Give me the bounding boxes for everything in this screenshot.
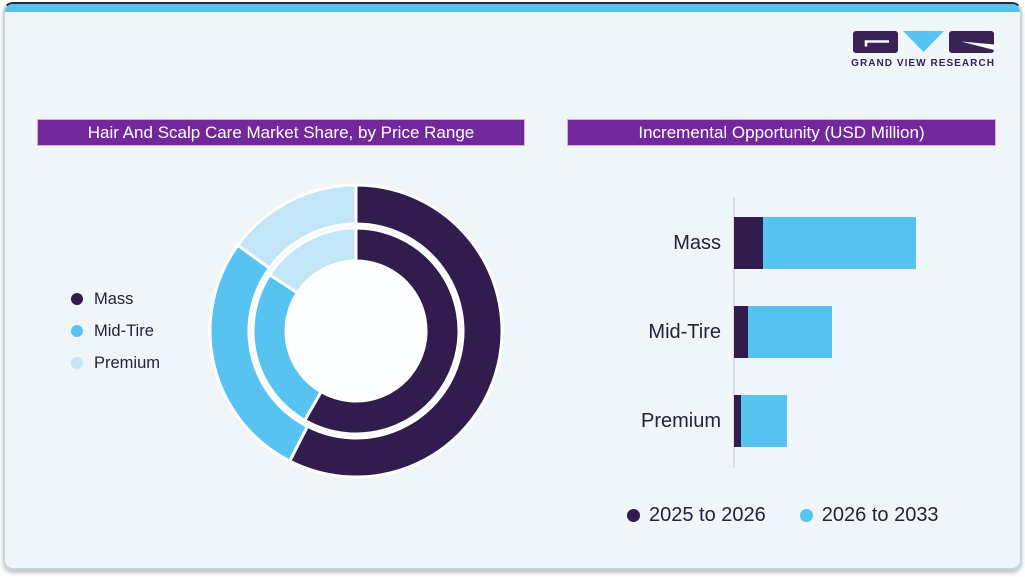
report-card: GRAND VIEW RESEARCH Hair And Scalp Care … (3, 2, 1022, 570)
legend-swatch-icon (627, 508, 640, 522)
logo-wordmark: GRAND VIEW RESEARCH (851, 58, 995, 69)
legend-label: Mid-Tire (94, 322, 154, 340)
legend-label: 2026 to 2033 (821, 504, 939, 526)
logo-v-triangle (902, 31, 944, 52)
legend-item: 2026 to 2033 (799, 503, 939, 527)
donut-inner-ring-segment-mass (302, 226, 461, 436)
donut-inner-ring-segment-premium (267, 226, 358, 295)
legend-swatch-icon (71, 325, 83, 337)
market-share-donut-chart (208, 183, 504, 479)
legend-label: Premium (94, 354, 161, 372)
logo-r-mark (960, 41, 994, 50)
bar-row-mid-tire: Mid-Tire (604, 306, 832, 358)
gvr-logo-icon (852, 31, 994, 53)
bar-chart-legend: 2025 to 2026 2026 to 2033 (627, 503, 939, 527)
legend-label: Mass (94, 290, 134, 308)
grand-view-research-logo: GRAND VIEW RESEARCH (851, 31, 995, 69)
bar-category-label: Mid-Tire (648, 320, 721, 343)
bar-chart-title-banner: Incremental Opportunity (USD Million) (567, 119, 996, 146)
legend-label: 2025 to 2026 (649, 504, 766, 526)
incremental-opportunity-bar-chart: Mass Mid-Tire Premium (604, 217, 1014, 487)
bar-row-premium: Premium (604, 395, 787, 447)
bar-chart-title: Incremental Opportunity (USD Million) (638, 122, 925, 142)
legend-swatch-icon (799, 508, 813, 522)
legend-item: Mid-Tire (71, 321, 160, 341)
logo-g-mark (864, 40, 889, 47)
bar-segment-premium (734, 395, 741, 447)
donut-legend: Mass Mid-Tire Premium (71, 289, 160, 373)
legend-item: Premium (71, 353, 160, 373)
donut-chart-title: Hair And Scalp Care Market Share, by Pri… (87, 122, 475, 142)
donut-hole (287, 262, 425, 400)
bar-category-label: Premium (640, 409, 721, 432)
legend-item: 2025 to 2026 (627, 503, 766, 527)
bar-row-mass: Mass (604, 217, 916, 269)
top-accent-bar (5, 4, 1020, 12)
bar-segment-mid-tire (734, 306, 748, 358)
donut-outer-ring-segment-premium (235, 183, 358, 271)
legend-swatch-icon (71, 357, 83, 369)
bar-segment-mass (763, 217, 916, 269)
bar-segment-premium (741, 395, 787, 447)
donut-outer-ring-segment-mass (287, 183, 504, 479)
donut-chart-title-banner: Hair And Scalp Care Market Share, by Pri… (37, 119, 525, 146)
legend-swatch-icon (71, 293, 83, 305)
bar-segment-mass (734, 217, 763, 269)
legend-item: Mass (71, 289, 160, 309)
bar-segment-mid-tire (748, 306, 832, 358)
logo-r-block (948, 31, 994, 53)
bar-category-label: Mass (673, 231, 721, 254)
